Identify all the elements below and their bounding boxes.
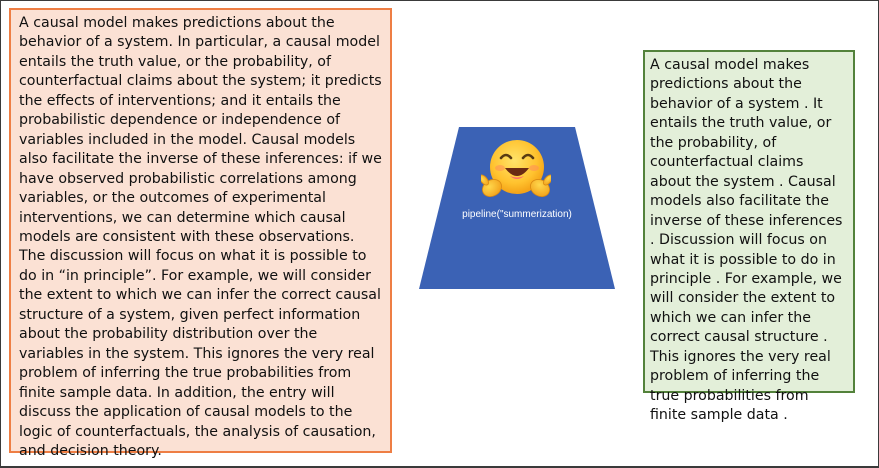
pipeline-label: pipeline("summerization) (462, 209, 572, 220)
hugging-face-emoji-icon (479, 138, 553, 202)
input-text-box: A causal model makes predictions about t… (9, 8, 392, 459)
pipeline-trapezoid-shape (419, 127, 615, 289)
output-summary-box: A causal model makes predictions about t… (643, 50, 855, 423)
pipeline-block (419, 127, 615, 289)
